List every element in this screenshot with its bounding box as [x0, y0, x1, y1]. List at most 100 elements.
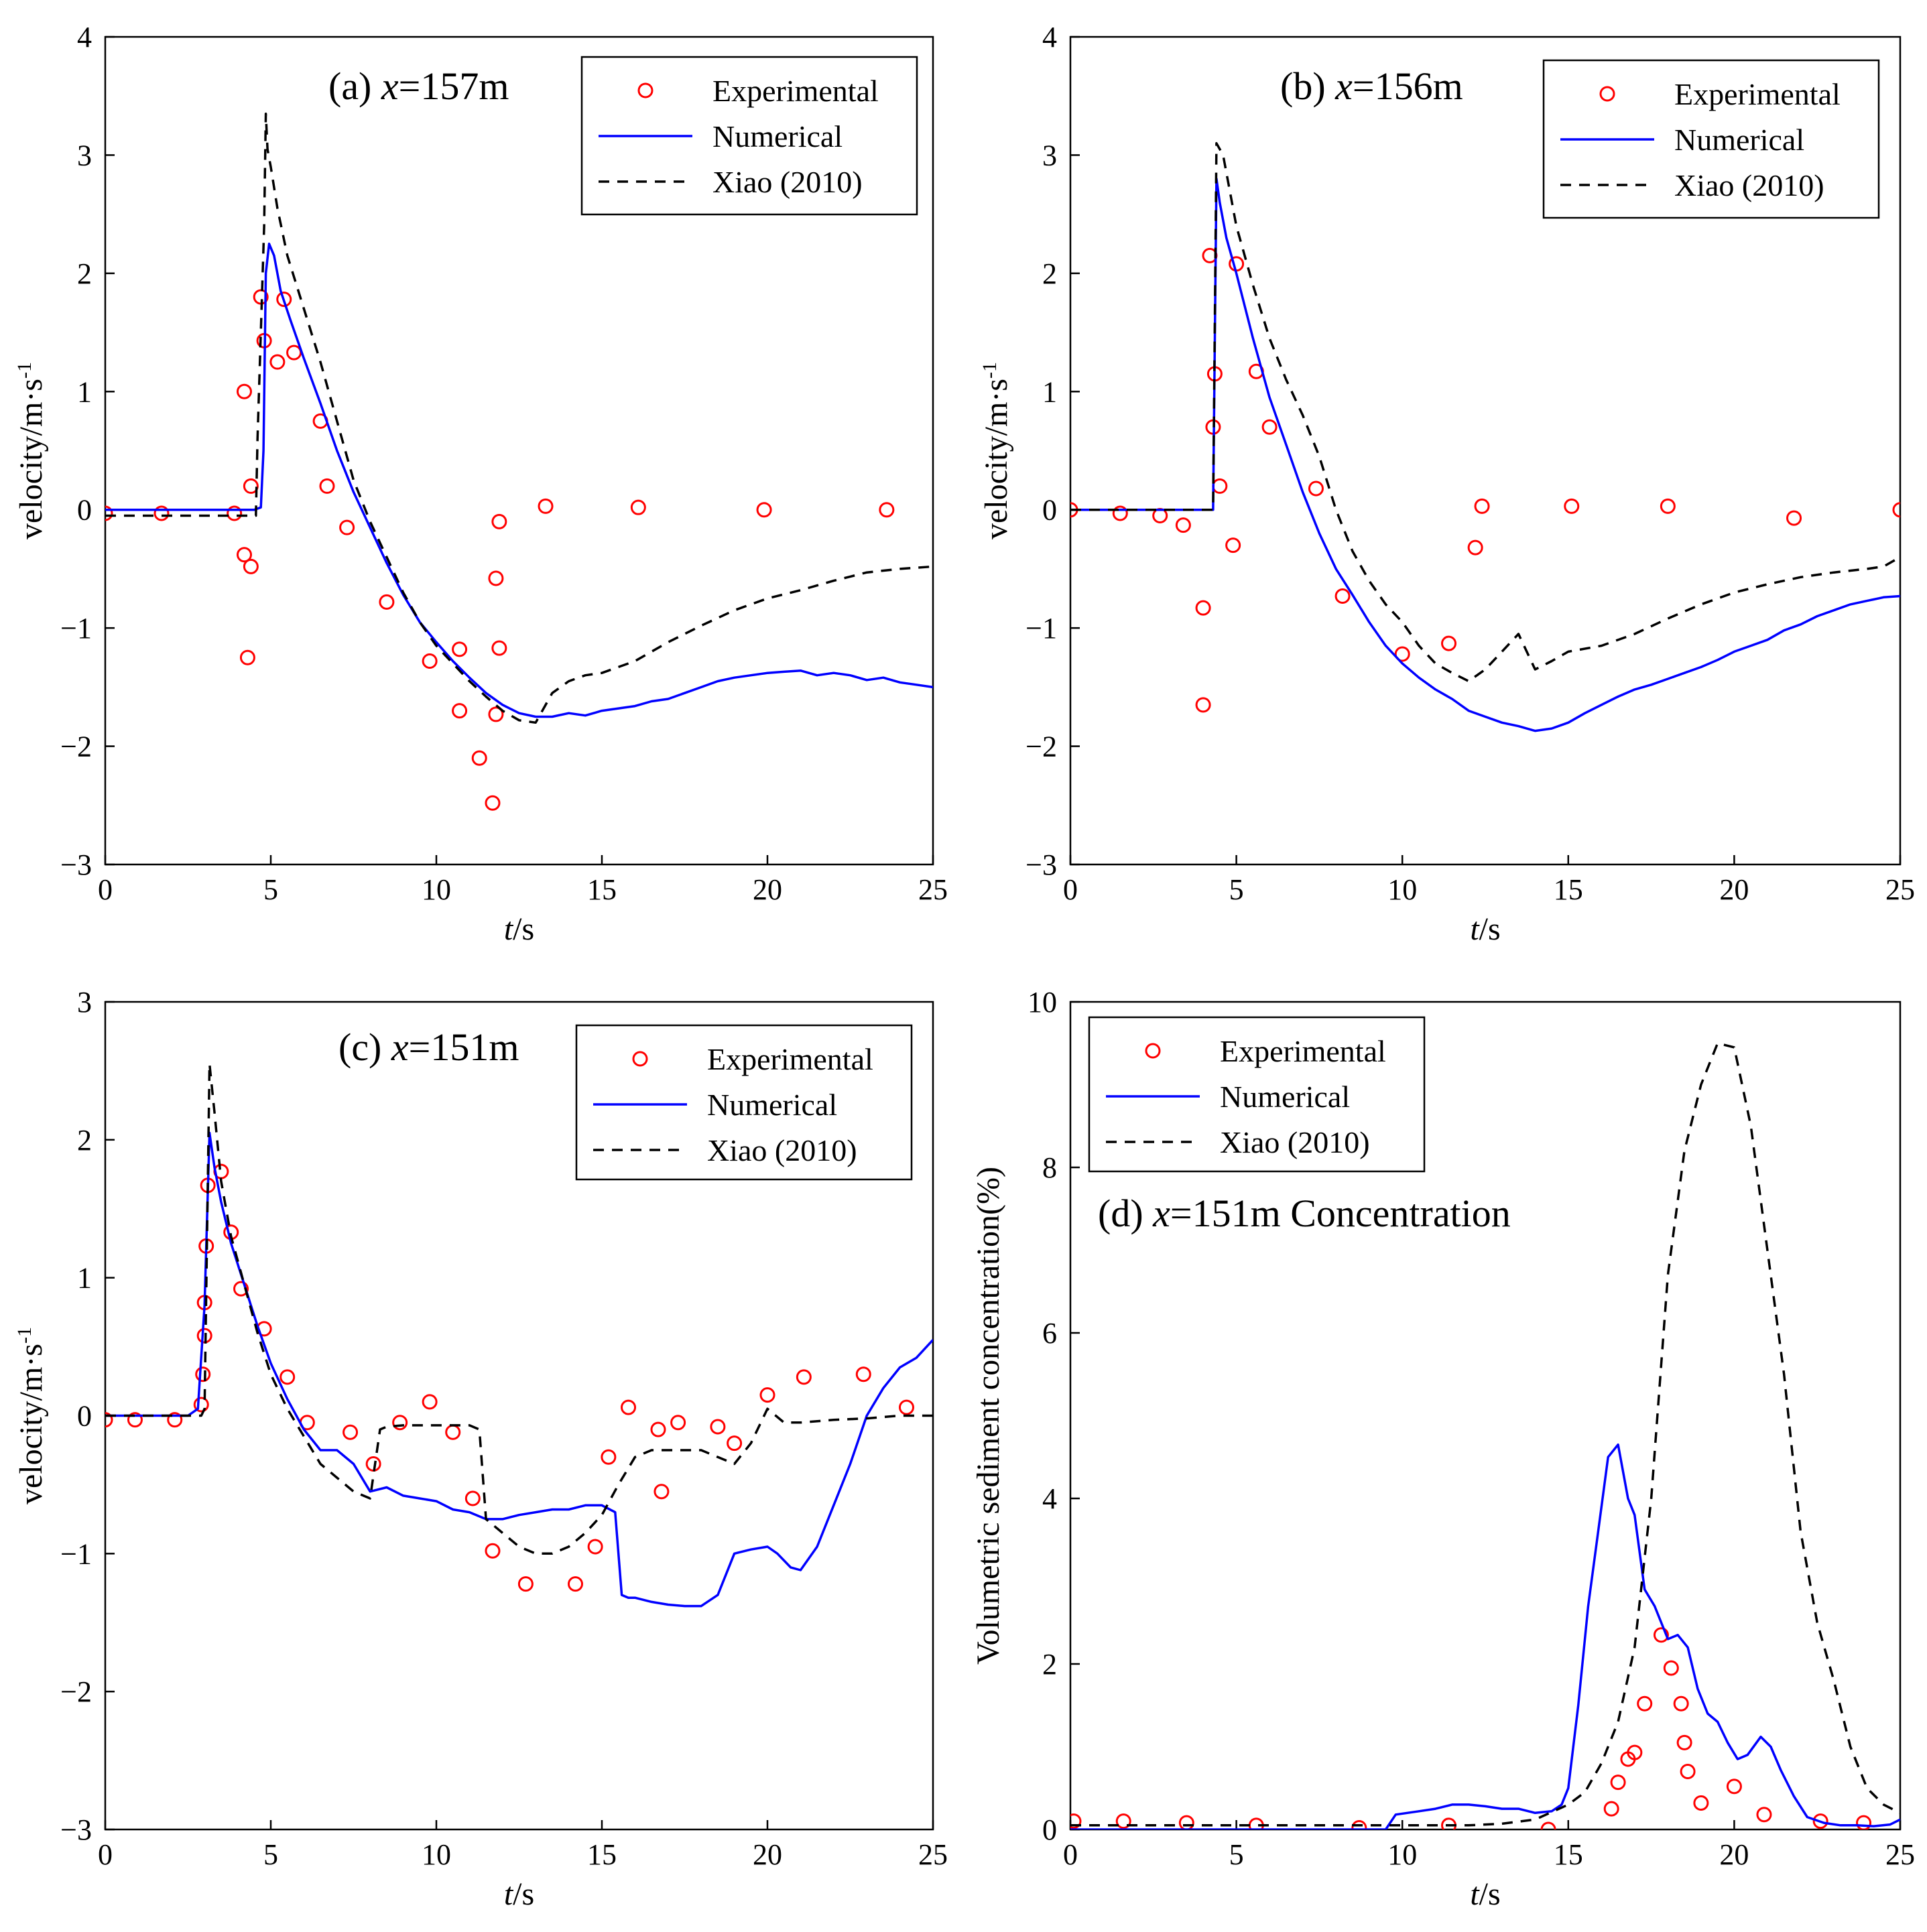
panel-d-xtick-label: 0 — [1063, 1838, 1078, 1871]
panel-c-experimental-point — [796, 1369, 812, 1385]
panel-c-experimental-point — [392, 1415, 408, 1431]
panel-d-xtick-label: 20 — [1719, 1838, 1749, 1871]
panel-d-ytick-label: 2 — [1042, 1648, 1057, 1681]
panel-a-experimental-point — [630, 499, 646, 515]
panel-d-experimental-point — [1680, 1764, 1696, 1780]
panel-d-x-axis-var: t — [1470, 1876, 1480, 1912]
panel-d-legend-label: Xiao (2010) — [1220, 1125, 1370, 1159]
panel-a-ytick-label: 4 — [77, 21, 92, 54]
panel-d-xtick-label: 10 — [1387, 1838, 1417, 1871]
panel-a-xtick-label: 5 — [263, 873, 278, 906]
panel-c-legend-label: Xiao (2010) — [707, 1133, 857, 1167]
panel-c-ytick-label: 3 — [77, 986, 92, 1019]
panel-c-experimental-point — [517, 1576, 534, 1592]
panel-c-ytick-label: −2 — [60, 1675, 92, 1708]
panel-c-experimental-point — [343, 1424, 359, 1440]
panel-c-series-group — [105, 1062, 933, 1608]
panel-b-ytick-label: 4 — [1042, 21, 1057, 54]
panel-c-xtick-label: 25 — [918, 1838, 948, 1871]
panel-b-experimental-point — [1660, 498, 1676, 514]
panel-d-ytick-label: 8 — [1042, 1151, 1057, 1184]
panel-d-ytick-label: 10 — [1028, 986, 1057, 1019]
panel-a-experimental-point — [339, 519, 355, 535]
panel-a-x-axis-label: t/s — [504, 911, 534, 947]
panel-b-y-axis-label: velocity/m·s-1 — [979, 362, 1015, 539]
panel-c-experimental-point — [710, 1419, 726, 1435]
panel-c-y-axis-main: velocity/m·s — [13, 1344, 49, 1504]
panel-a-experimental-point — [319, 478, 335, 494]
panel-b-xiao-line — [1070, 142, 1900, 683]
panel-b-experimental-point — [1195, 697, 1211, 713]
panel-a-xtick-label: 10 — [422, 873, 451, 906]
panel-b-experimental-point — [1564, 498, 1580, 514]
panel-c-experimental-point — [195, 1366, 211, 1382]
panel-d-experimental-point — [1693, 1795, 1709, 1811]
panel-d-experimental-point — [1178, 1815, 1194, 1829]
panel-d-experimental-point — [1603, 1801, 1619, 1817]
panel-a-experimental-point — [239, 649, 255, 665]
panel-c-ytick-label: 1 — [77, 1262, 92, 1295]
panel-b-series-group — [1070, 142, 1900, 732]
panel-d-experimental-point — [1637, 1695, 1653, 1712]
panel-c-legend-label: Numerical — [707, 1088, 837, 1122]
panel-a-legend-label: Numerical — [712, 119, 843, 153]
panel-c-experimental-point — [650, 1421, 666, 1437]
panel-b-experimental-point — [1786, 510, 1802, 526]
panel-d-xtick-label: 15 — [1554, 1838, 1583, 1871]
panel-c-experimental-point — [445, 1424, 461, 1440]
panel-c-experimental-point — [727, 1435, 743, 1452]
panel-b-xtick-label: 15 — [1554, 873, 1583, 906]
panel-a-legend-marker — [637, 82, 654, 99]
panel-b-ytick-label: 1 — [1042, 375, 1057, 408]
panel-d-legend-label: Numerical — [1220, 1080, 1350, 1114]
panel-a-experimental-point — [243, 478, 259, 494]
panel-d-experimental-point — [1653, 1627, 1669, 1643]
panel-a-ytick-label: −2 — [60, 730, 92, 763]
panel-b-legend-marker — [1599, 86, 1615, 102]
panel-d-ytick-label: 0 — [1042, 1813, 1057, 1846]
panel-d-experimental-point — [1856, 1815, 1872, 1829]
panel-b-xtick-label: 25 — [1885, 873, 1915, 906]
panel-b-title-rest: =156m — [1353, 64, 1463, 108]
panel-d-experimental-point — [1726, 1779, 1742, 1795]
panel-a-title-label: (a) — [328, 64, 381, 108]
panel-c-y-axis-sup: -1 — [13, 1327, 36, 1344]
panel-a-experimental-point — [422, 653, 438, 669]
panel-a-experimental-point — [538, 498, 554, 514]
panel-a-title-var: x — [381, 64, 399, 108]
panel-b-legend-label: Xiao (2010) — [1674, 168, 1824, 202]
panel-c-x-axis-unit: /s — [513, 1876, 534, 1912]
panel-b-x-axis-unit: /s — [1479, 911, 1501, 947]
panel-b-ytick-label: 0 — [1042, 494, 1057, 527]
panel-d-experimental-point — [1115, 1813, 1131, 1829]
panel-a-y-axis-main: velocity/m·s — [13, 379, 49, 539]
panel-a-axes-frame — [104, 36, 934, 866]
panel-a-series-group — [105, 112, 933, 811]
panel-c-experimental-point — [127, 1412, 143, 1428]
panel-d-xtick-label: 25 — [1885, 1838, 1915, 1871]
panel-c-experimental-point — [485, 1543, 501, 1559]
panel-b-experimental-point — [1195, 600, 1211, 616]
panel-d-experimental-point — [1812, 1813, 1828, 1829]
panel-c-experimental-point — [233, 1281, 249, 1297]
panel-c-experimental-point — [759, 1387, 775, 1403]
panel-a: 0 5 10 15 20 25 −3 −2 −1 0 1 2 3 4 t/s velocity/m·s-1 (a… — [13, 21, 948, 947]
panel-b-legend: Experimental Numerical Xiao (2010) — [1542, 59, 1880, 219]
panel-d-experimental-point — [1351, 1820, 1367, 1829]
panel-a-xtick-label: 15 — [587, 873, 617, 906]
panel-c-title-rest: =151m — [409, 1025, 519, 1069]
panel-a-x-axis-var: t — [504, 911, 514, 947]
panel-a-legend-label: Xiao (2010) — [712, 165, 863, 199]
panel-b-legend-label: Experimental — [1674, 77, 1841, 111]
panel-a-title: (a) x=157m — [328, 64, 509, 108]
panel-a-experimental-point — [227, 505, 243, 521]
panel-a-ytick-label: −1 — [60, 612, 92, 645]
panel-c-x-axis-label: t/s — [504, 1876, 534, 1912]
panel-c-experimental-point — [422, 1394, 438, 1410]
panel-b-experimental-point — [1175, 517, 1191, 533]
panel-d-experimental-point — [1540, 1821, 1556, 1829]
panel-a-experimental-point — [491, 640, 507, 656]
panel-a-experimental-point — [286, 344, 302, 361]
panel-b-xtick-label: 20 — [1719, 873, 1749, 906]
